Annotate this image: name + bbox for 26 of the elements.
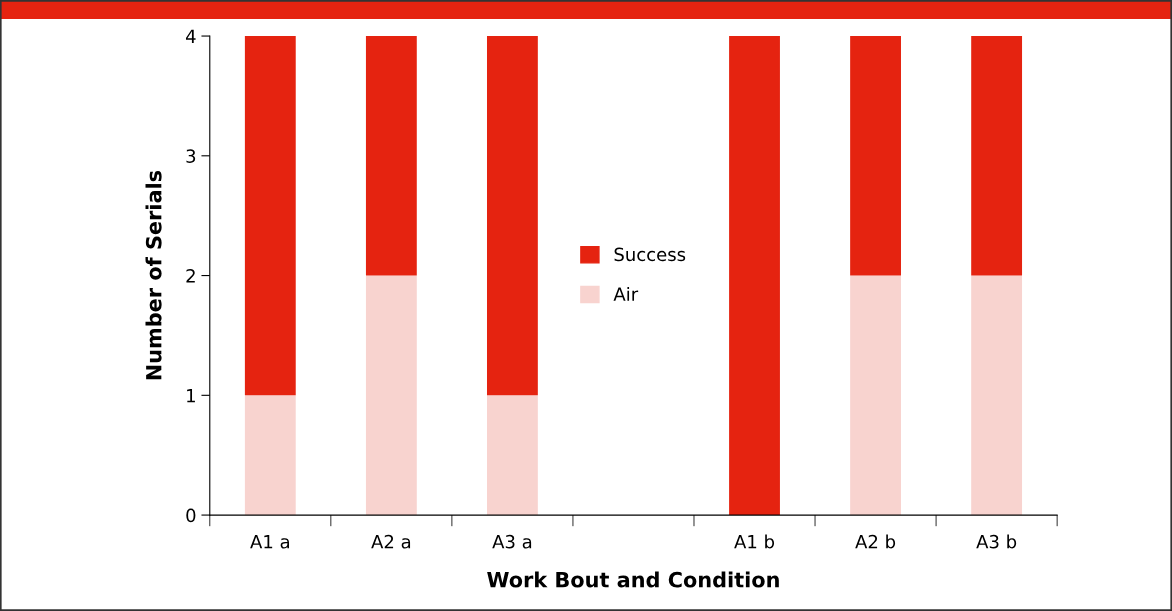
bar: [729, 36, 780, 516]
y-tick-label: 0: [186, 508, 196, 523]
bar: [850, 275, 901, 516]
bar: [244, 36, 296, 396]
x-axis-title: Work Bout and Condition: [487, 571, 779, 588]
bar: [365, 275, 417, 516]
bar: [850, 36, 901, 276]
y-tick-label: 3: [186, 149, 196, 163]
bar: [971, 36, 1023, 276]
legend-label: Success: [614, 247, 686, 262]
bar: [244, 395, 296, 516]
bar: [486, 395, 538, 516]
x-tick-label: A1 b: [734, 534, 775, 549]
x-tick-label: A1 a: [250, 535, 289, 549]
y-tick-label: 1: [187, 389, 195, 403]
legend-label: Air: [613, 286, 639, 301]
x-tick-label: A2 b: [855, 534, 896, 549]
bar: [971, 275, 1023, 516]
x-tick-label: A2 a: [371, 534, 411, 549]
y-axis-title: Number of Serials: [145, 170, 162, 380]
y-tick-label: 4: [185, 29, 196, 43]
x-tick-label: A3 b: [976, 534, 1017, 549]
bar: [365, 36, 417, 276]
x-tick-label: A3 a: [492, 534, 532, 549]
y-tick-label: 2: [186, 269, 195, 283]
bar: [486, 36, 538, 396]
